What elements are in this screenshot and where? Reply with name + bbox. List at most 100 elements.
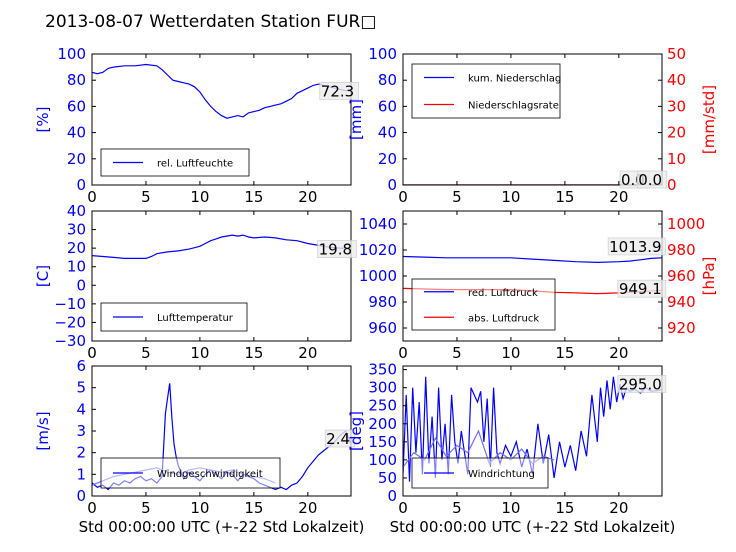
series-line-wind_direction-0 xyxy=(403,376,662,482)
y-tick-label: 40 xyxy=(378,124,397,142)
y-right-tick-label: 980 xyxy=(667,241,696,259)
legend-label: red. Luftdruck xyxy=(468,288,538,299)
figure-title: 2013-08-07 Wetterdaten Station FUR□ xyxy=(45,12,376,32)
y-axis-label: [deg] xyxy=(347,411,365,451)
y-tick-label: 4 xyxy=(76,400,86,418)
legend-label: kum. Niederschlag xyxy=(468,74,561,85)
x-tick-label: 10 xyxy=(190,344,209,362)
value-label-box xyxy=(317,240,357,258)
panel-temperature: 0 5 10 15 20−30−20−10010203040[C]19.8Lufttem… xyxy=(34,202,357,362)
legend-temperature: Lufttemperatur xyxy=(100,302,248,332)
y-tick-label: 50 xyxy=(378,469,397,487)
axes-frame-humidity xyxy=(91,53,352,186)
x-tick-label: 15 xyxy=(555,499,574,517)
x-tick-label: 5 xyxy=(141,499,151,517)
y-tick-label: 3 xyxy=(76,422,86,440)
y-tick-label: 200 xyxy=(368,415,397,433)
x-axis-label: Std 00:00:00 UTC (+-22 Std Lokalzeit) xyxy=(390,518,676,536)
axes-frame-wind_direction xyxy=(402,365,663,497)
legend-label: Niederschlagsrate xyxy=(468,101,559,112)
value-label-box xyxy=(607,237,666,256)
y-tick-label: 100 xyxy=(368,451,397,469)
y-right-axis-label: [mm/std] xyxy=(700,85,718,154)
value-label: 72.3 xyxy=(321,82,354,100)
panel-pressure: 0 5 10 15 20 960 980 1000 1020 1040 920 940 960 980 10… xyxy=(359,210,718,362)
legend-label: rel. Luftfeuchte xyxy=(157,159,233,170)
legend-label: Windrichtung xyxy=(468,469,535,480)
value-label: 2.4 xyxy=(326,430,350,448)
y-axis-label: [%] xyxy=(34,107,52,133)
y-tick-label: 980 xyxy=(368,293,397,311)
y-tick-label: 20 xyxy=(378,150,397,168)
legend-box xyxy=(411,63,561,119)
x-tick-label: 15 xyxy=(244,499,263,517)
y-right-tick-label: 40 xyxy=(667,71,686,89)
y-tick-label: 300 xyxy=(368,379,397,397)
y-tick-label: 30 xyxy=(67,221,86,239)
y-tick-label: 960 xyxy=(368,319,397,337)
y-right-tick-label: 50 xyxy=(667,45,686,63)
y-tick-label: 250 xyxy=(368,397,397,415)
y-right-tick-label: 920 xyxy=(667,319,696,337)
y-tick-label: 0 xyxy=(76,276,86,294)
x-tick-label: 10 xyxy=(501,344,520,362)
y-tick-label: 100 xyxy=(57,45,86,63)
x-tick-label: 0 xyxy=(398,499,408,517)
y-right-tick-label: 10 xyxy=(667,150,686,168)
x-tick-label: 0 xyxy=(87,344,97,362)
x-tick-label: 20 xyxy=(609,188,628,206)
series-line-pressure-0 xyxy=(403,255,662,264)
x-tick-label: 5 xyxy=(452,188,462,206)
legend-box xyxy=(411,278,556,331)
x-tick-label: 0 xyxy=(398,188,408,206)
value-label: 0.0 xyxy=(638,171,662,189)
y-tick-label: −10 xyxy=(54,295,86,313)
value-label-box xyxy=(636,170,668,189)
y-tick-label: 20 xyxy=(67,239,86,257)
y-tick-label: 0 xyxy=(76,176,86,194)
x-tick-label: 20 xyxy=(609,499,628,517)
legend-wind_direction: Windrichtung xyxy=(411,457,549,489)
legend-label: Lufttemperatur xyxy=(157,313,234,324)
y-axis-label: [mm] xyxy=(347,99,365,140)
value-label-box xyxy=(617,375,667,393)
y-tick-label: 40 xyxy=(67,124,86,142)
x-tick-label: 5 xyxy=(452,344,462,362)
y-right-tick-label: 940 xyxy=(667,293,696,311)
y-tick-label: 0 xyxy=(387,487,397,505)
series-line-humidity-0 xyxy=(92,63,351,119)
y-right-tick-label: 960 xyxy=(667,267,696,285)
y-tick-label: 60 xyxy=(67,97,86,115)
y-tick-label: 1000 xyxy=(359,267,397,285)
x-tick-label: 20 xyxy=(298,499,317,517)
y-tick-label: 100 xyxy=(368,45,397,63)
panel-humidity: 0 5 10 15 20 0 20 40 60 80 100 [%] 72.3 rel. Luftfeuc… xyxy=(34,45,359,206)
x-tick-label: 10 xyxy=(501,499,520,517)
legend-label: abs. Luftdruck xyxy=(468,313,539,324)
y-tick-label: 60 xyxy=(378,97,397,115)
x-tick-label: 0 xyxy=(87,188,97,206)
y-tick-label: 40 xyxy=(67,202,86,220)
legend-label: Windgeschwindigkeit xyxy=(157,469,263,480)
value-label: 1013.9 xyxy=(609,238,662,256)
x-tick-label: 20 xyxy=(609,344,628,362)
y-tick-label: 5 xyxy=(76,379,86,397)
x-tick-label: 20 xyxy=(298,188,317,206)
x-axis-label: Std 00:00:00 UTC (+-22 Std Lokalzeit) xyxy=(79,518,365,536)
y-tick-label: 150 xyxy=(368,433,397,451)
value-label-box xyxy=(324,429,356,448)
x-tick-label: 5 xyxy=(141,188,151,206)
x-tick-label: 15 xyxy=(244,344,263,362)
y-right-tick-label: 1000 xyxy=(667,215,705,233)
legend-wind_speed: Windgeschwindigkeit xyxy=(100,457,281,489)
axes-frame-rain xyxy=(402,53,663,186)
y-right-tick-label: 0 xyxy=(667,176,677,194)
y-tick-label: 80 xyxy=(67,71,86,89)
value-label-box xyxy=(319,81,359,100)
y-right-tick-label: 20 xyxy=(667,124,686,142)
axes-frame-temperature xyxy=(91,210,352,342)
y-axis-label: [C] xyxy=(34,265,52,287)
